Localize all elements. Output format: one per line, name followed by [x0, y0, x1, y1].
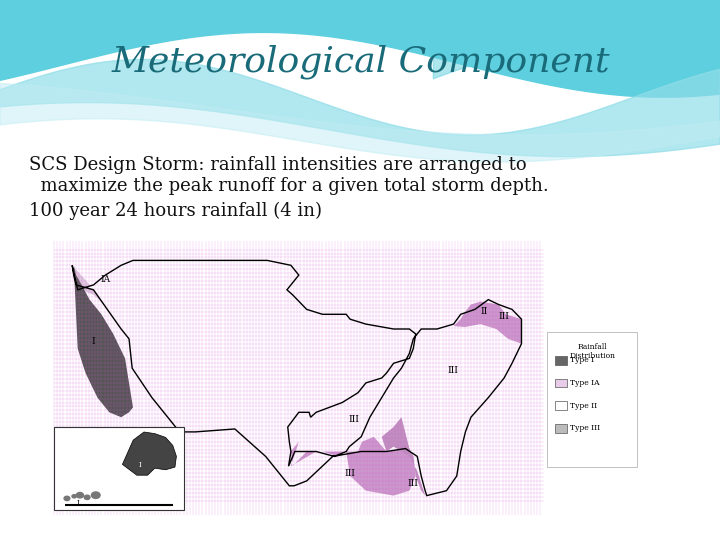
Polygon shape: [291, 437, 415, 496]
Circle shape: [91, 492, 100, 498]
Text: 100 year 24 hours rainfall (4 in): 100 year 24 hours rainfall (4 in): [29, 201, 322, 220]
FancyBboxPatch shape: [54, 427, 184, 510]
Text: I: I: [139, 461, 142, 469]
FancyBboxPatch shape: [555, 401, 567, 410]
Text: I: I: [76, 499, 79, 507]
FancyBboxPatch shape: [555, 356, 567, 364]
FancyBboxPatch shape: [555, 379, 567, 387]
FancyBboxPatch shape: [54, 246, 544, 510]
Circle shape: [64, 496, 70, 501]
Text: III: III: [408, 479, 419, 488]
Text: I: I: [91, 337, 95, 346]
Text: SCS Design Storm: rainfall intensities are arranged to: SCS Design Storm: rainfall intensities a…: [29, 156, 526, 174]
FancyBboxPatch shape: [555, 424, 567, 433]
Text: III: III: [447, 366, 458, 375]
Text: Rainfall
Distribution: Rainfall Distribution: [570, 343, 615, 360]
Circle shape: [76, 492, 84, 498]
Polygon shape: [382, 417, 425, 496]
Circle shape: [84, 495, 90, 500]
Text: Type III: Type III: [570, 424, 600, 432]
Text: III: III: [345, 469, 356, 478]
Circle shape: [72, 495, 76, 498]
Polygon shape: [122, 432, 176, 475]
Text: Type IA: Type IA: [570, 379, 600, 387]
Text: maximize the peak runoff for a given total storm depth.: maximize the peak runoff for a given tot…: [29, 177, 549, 195]
Polygon shape: [72, 260, 521, 496]
Polygon shape: [454, 301, 521, 343]
Text: III: III: [348, 415, 359, 424]
Text: Type II: Type II: [570, 402, 598, 409]
Text: II: II: [481, 307, 488, 316]
Polygon shape: [73, 265, 133, 417]
Text: Type I: Type I: [570, 356, 595, 364]
Text: IA: IA: [100, 275, 110, 284]
Polygon shape: [72, 265, 196, 378]
FancyBboxPatch shape: [547, 332, 637, 467]
Text: Meteorological Component: Meteorological Component: [112, 45, 610, 79]
Text: III: III: [499, 312, 510, 321]
